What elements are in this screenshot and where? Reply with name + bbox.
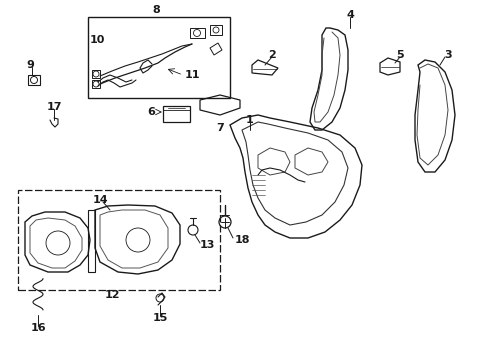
- Text: 8: 8: [152, 5, 160, 15]
- Text: 1: 1: [246, 115, 254, 125]
- Text: 3: 3: [444, 50, 452, 60]
- Bar: [88, 17, 230, 98]
- Text: 13: 13: [200, 240, 216, 250]
- Text: 17: 17: [46, 102, 62, 112]
- Text: 11: 11: [185, 70, 200, 80]
- Text: 6: 6: [147, 107, 155, 117]
- Bar: [18, 190, 220, 290]
- Text: 16: 16: [30, 323, 46, 333]
- Text: 2: 2: [268, 50, 276, 60]
- Text: 18: 18: [235, 235, 250, 245]
- Text: 10: 10: [89, 35, 105, 45]
- Text: 5: 5: [396, 50, 404, 60]
- Text: 9: 9: [26, 60, 34, 70]
- Text: 12: 12: [104, 290, 120, 300]
- Text: 15: 15: [152, 313, 168, 323]
- Text: 14: 14: [92, 195, 108, 205]
- Text: 7: 7: [216, 123, 224, 133]
- Text: 4: 4: [346, 10, 354, 20]
